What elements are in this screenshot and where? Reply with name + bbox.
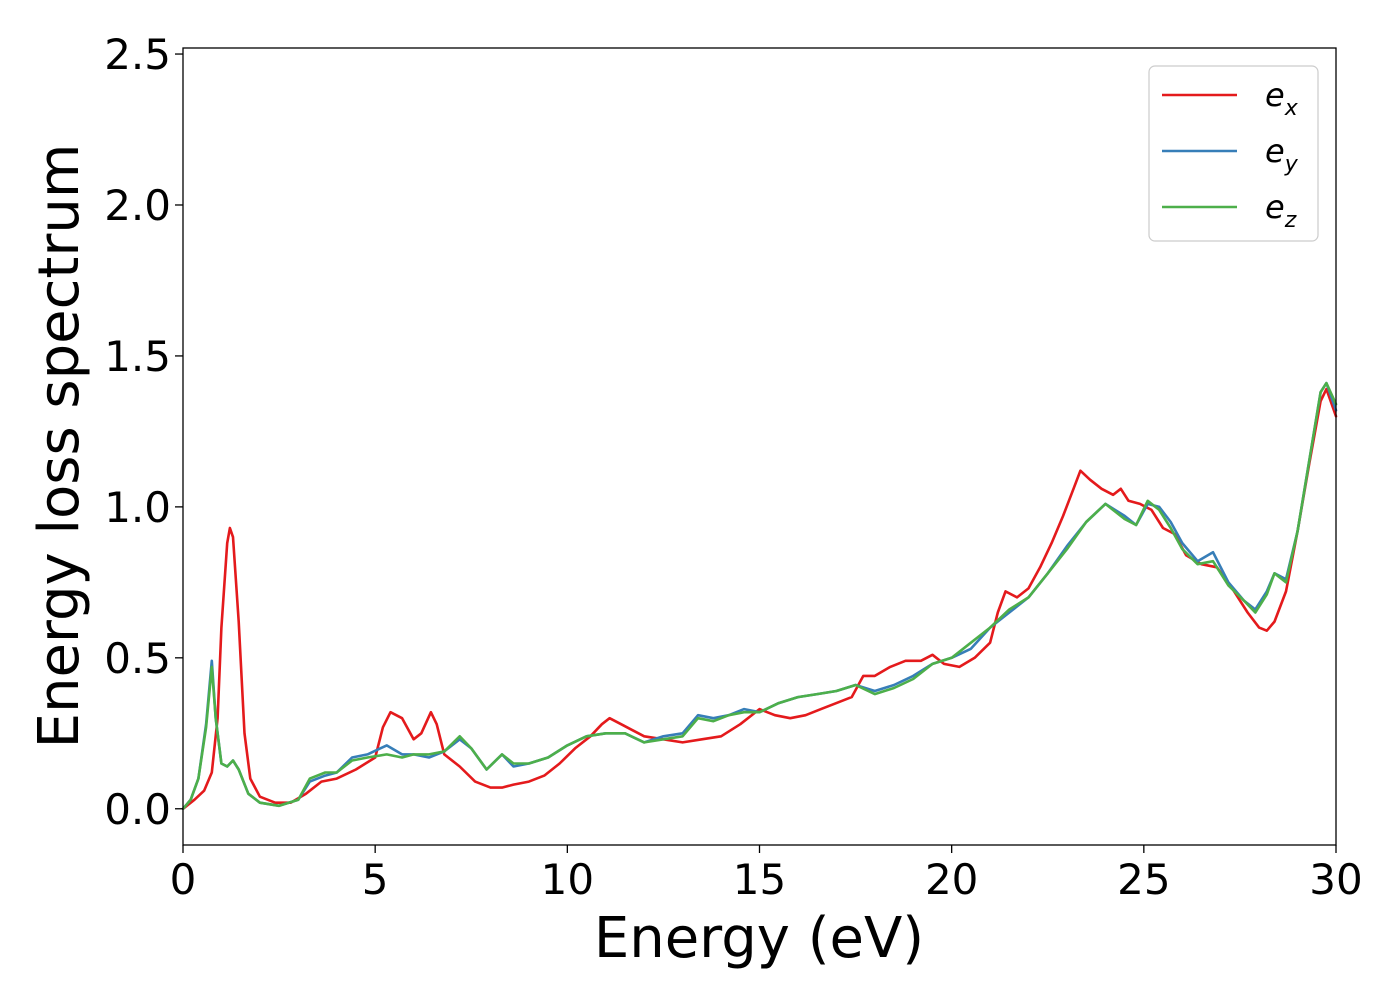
y-tick-label: 0.0	[104, 785, 171, 834]
x-tick-label: 30	[1309, 855, 1362, 904]
series-line-x	[181, 387, 1338, 811]
legend-subscript-y: y	[1284, 152, 1299, 177]
y-tick-label: 1.0	[104, 483, 171, 532]
y-axis-label: Energy loss spectrum	[27, 144, 92, 749]
x-tick-label: 25	[1117, 855, 1170, 904]
x-axis-label: Energy (eV)	[594, 906, 924, 971]
x-tick-label: 20	[925, 855, 978, 904]
legend-subscript-z: z	[1284, 208, 1297, 233]
legend-label-z: ez	[1265, 188, 1297, 233]
y-tick-label: 2.5	[104, 30, 171, 79]
y-axis-ticks: 0.0 0.5 1.0 1.5 2.0 2.5	[104, 30, 183, 834]
x-tick-label: 15	[733, 855, 786, 904]
legend-subscript-x: x	[1284, 96, 1299, 121]
series-line-z	[181, 381, 1338, 811]
x-tick-label: 0	[170, 855, 197, 904]
x-tick-label: 5	[362, 855, 389, 904]
y-tick-label: 0.5	[104, 634, 171, 683]
x-axis-ticks: 0 5 10 15 20 25 30	[170, 845, 1363, 904]
series-layer	[181, 381, 1338, 811]
y-tick-label: 2.0	[104, 181, 171, 230]
x-tick-label: 10	[541, 855, 594, 904]
y-tick-label: 1.5	[104, 332, 171, 381]
series-line-y	[181, 381, 1338, 811]
legend-frame	[1148, 65, 1319, 242]
